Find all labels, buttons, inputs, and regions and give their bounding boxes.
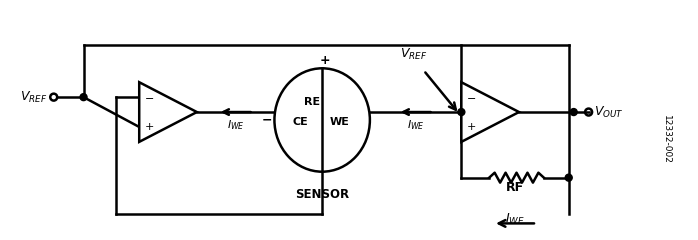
Circle shape — [570, 108, 577, 115]
Text: $V_{REF}$: $V_{REF}$ — [400, 47, 427, 62]
Text: $I_{WE}$: $I_{WE}$ — [407, 118, 424, 132]
Text: $-$: $-$ — [466, 92, 476, 102]
Text: $-$: $-$ — [144, 92, 154, 102]
Circle shape — [458, 108, 465, 115]
Text: SENSOR: SENSOR — [295, 188, 349, 201]
Text: CE: CE — [292, 117, 308, 127]
Polygon shape — [461, 82, 519, 142]
Text: $V_{REF}$: $V_{REF}$ — [20, 90, 47, 105]
Text: $I_{WE}$: $I_{WE}$ — [505, 212, 525, 227]
Text: WE: WE — [330, 117, 350, 127]
Text: $I_{WE}$: $I_{WE}$ — [227, 118, 244, 132]
Ellipse shape — [274, 68, 370, 172]
Circle shape — [80, 94, 87, 101]
Text: +: + — [320, 54, 330, 67]
Polygon shape — [139, 82, 197, 142]
Text: RE: RE — [304, 97, 320, 107]
Text: $V_{OUT}$: $V_{OUT}$ — [593, 104, 623, 120]
Text: 12332-002: 12332-002 — [662, 115, 671, 164]
Text: $+$: $+$ — [466, 121, 476, 132]
Circle shape — [565, 174, 572, 181]
Text: −: − — [261, 114, 272, 126]
Text: RF: RF — [506, 181, 524, 194]
Text: $+$: $+$ — [144, 121, 154, 132]
